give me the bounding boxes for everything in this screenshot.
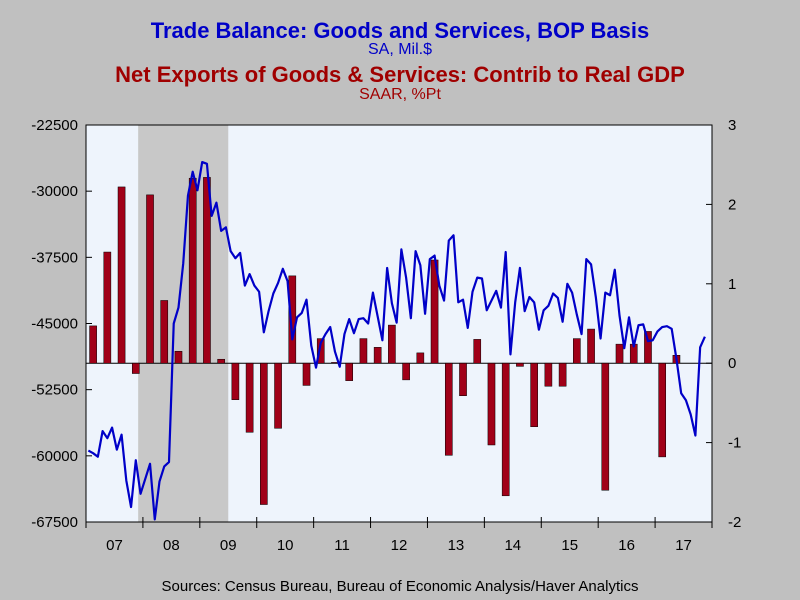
bar	[359, 338, 368, 364]
line-series	[87, 160, 706, 521]
chart-title-2: Net Exports of Goods & Services: Contrib…	[115, 62, 685, 87]
bar	[274, 362, 282, 429]
bar	[658, 362, 667, 458]
bar	[388, 324, 396, 364]
right-tick-label: -1	[728, 435, 741, 452]
x-tick-label: 16	[618, 537, 635, 554]
source-note: Sources: Census Bureau, Bureau of Econom…	[161, 578, 639, 595]
right-tick-label: 3	[728, 117, 736, 134]
x-tick-label: 12	[391, 537, 408, 554]
bar	[544, 362, 553, 387]
bar	[615, 343, 624, 364]
x-tick-label: 17	[675, 537, 692, 554]
x-tick-label: 07	[106, 537, 123, 554]
right-tick-label: 0	[728, 355, 736, 372]
bar	[558, 362, 567, 387]
bar	[473, 339, 482, 364]
right-tick-label: 2	[728, 196, 736, 213]
bar	[160, 300, 169, 364]
bar	[103, 251, 112, 364]
bar	[131, 362, 140, 374]
x-tick-label: 14	[504, 537, 521, 554]
bar	[601, 362, 610, 491]
left-tick-label: -22500	[31, 117, 78, 134]
left-tick-label: -67500	[31, 514, 78, 531]
chart-subtitle-1: SA, Mil.$	[367, 41, 432, 58]
bar	[459, 362, 467, 397]
bar	[416, 352, 425, 364]
bar	[516, 362, 524, 367]
bar	[245, 362, 254, 433]
bar	[587, 328, 595, 364]
left-tick-label: -45000	[31, 316, 78, 333]
bar	[444, 362, 453, 456]
bar	[316, 338, 325, 364]
x-tick-label: 11	[334, 537, 350, 554]
left-tick-label: -60000	[31, 448, 78, 465]
bar	[644, 331, 652, 364]
x-tick-label: 13	[448, 537, 465, 554]
x-tick-label: 10	[277, 537, 294, 554]
x-axis: 07 08 09 10 11 12 13 14 15 16 17	[85, 517, 713, 554]
bar	[345, 362, 354, 381]
left-tick-label: -37500	[31, 249, 78, 266]
right-axis: 3 2 1 0 -1 -2	[706, 117, 741, 531]
bar	[174, 351, 183, 364]
trade-balance-line	[87, 160, 706, 521]
bar	[117, 186, 126, 364]
chart-title-1: Trade Balance: Goods and Services, BOP B…	[150, 18, 650, 43]
bar	[260, 362, 268, 505]
left-tick-label: -52500	[31, 382, 78, 399]
bar	[487, 362, 496, 446]
bar	[402, 362, 410, 381]
bar	[530, 362, 538, 427]
bar	[373, 347, 382, 364]
left-axis: -22500 -30000 -37500 -45000 -52500 -60000 -675…	[31, 117, 92, 531]
bar	[501, 362, 510, 497]
bar	[89, 325, 97, 364]
x-tick-label: 09	[220, 537, 237, 554]
x-tick-label: 08	[163, 537, 180, 554]
right-tick-label: 1	[728, 276, 736, 293]
bar-series	[89, 177, 681, 505]
right-tick-label: -2	[728, 514, 741, 531]
bar	[217, 358, 225, 364]
left-tick-label: -30000	[31, 183, 78, 200]
bar	[573, 338, 581, 364]
bar	[231, 362, 240, 400]
chart-subtitle-2: SAAR, %Pt	[359, 86, 441, 103]
x-tick-label: 15	[561, 537, 578, 554]
bar	[203, 177, 211, 364]
bar	[188, 177, 197, 364]
bar	[146, 194, 154, 364]
bar	[302, 362, 311, 386]
